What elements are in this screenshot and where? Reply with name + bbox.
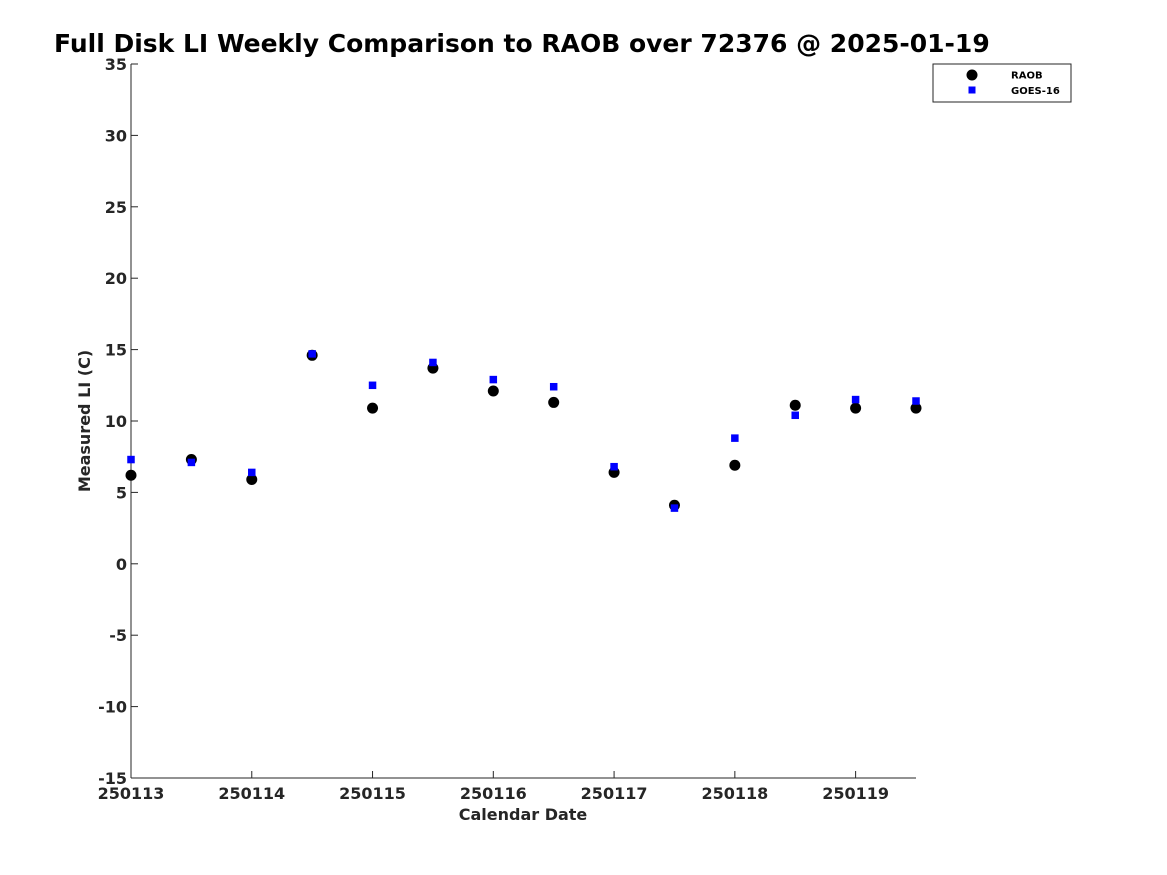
- raob-point: [367, 402, 379, 414]
- x-tick-label: 250115: [339, 784, 406, 803]
- goes16-point: [489, 375, 498, 384]
- y-axis-label: Measured LI (C): [75, 350, 94, 492]
- raob-point: [729, 459, 741, 471]
- y-tick-label: 20: [105, 269, 127, 288]
- raob-point: [789, 399, 801, 411]
- goes16-point: [851, 395, 860, 404]
- goes16-point: [670, 504, 679, 512]
- y-tick-label: 10: [105, 412, 127, 431]
- goes16-point: [610, 462, 618, 471]
- y-tick-label: 25: [105, 198, 127, 217]
- goes16-point: [248, 468, 256, 477]
- y-tick-label: 35: [105, 55, 127, 74]
- y-tick-label: 15: [105, 341, 127, 360]
- raob-point: [246, 474, 258, 486]
- goes16-point: [731, 434, 739, 442]
- goes16-point: [187, 458, 196, 467]
- x-tick-label: 250118: [701, 784, 768, 803]
- legend-raob-marker: [966, 69, 978, 81]
- x-axis-label: Calendar Date: [459, 805, 588, 824]
- raob-point: [125, 469, 137, 481]
- goes16-point: [912, 397, 920, 405]
- goes16-point: [549, 382, 558, 391]
- legend-raob-label: RAOB: [1011, 71, 1043, 82]
- chart-title: Full Disk LI Weekly Comparison to RAOB o…: [54, 29, 990, 58]
- raob-point: [487, 385, 499, 397]
- y-tick-label: 0: [116, 555, 127, 574]
- x-tick-label: 250114: [218, 784, 285, 803]
- y-tick-label: 5: [116, 483, 127, 502]
- x-tick-label: 250117: [581, 784, 648, 803]
- goes16-point: [308, 350, 316, 358]
- y-tick-label: -5: [109, 626, 127, 645]
- y-tick-label: 30: [105, 126, 127, 145]
- y-tick-label: -15: [98, 769, 127, 788]
- x-axis-ticks: 250113 250114 250115 250116 250117 250118 2501…: [98, 771, 889, 803]
- goes16-point: [791, 411, 799, 420]
- x-tick-label: 250119: [822, 784, 889, 803]
- legend-goes16-marker: [968, 86, 976, 94]
- goes16-point: [368, 381, 377, 390]
- y-axis-ticks: -15 -10 -5 0 5 10 15 20 25 30 35: [98, 55, 138, 788]
- goes16-point: [429, 358, 437, 367]
- legend-goes16-label: GOES-16: [1011, 86, 1060, 97]
- legend: RAOB GOES-16: [932, 63, 1072, 103]
- raob-point: [850, 402, 862, 414]
- raob-point: [548, 396, 560, 408]
- x-tick-label: 250113: [98, 784, 165, 803]
- x-tick-label: 250116: [460, 784, 527, 803]
- goes16-point: [127, 455, 135, 464]
- data-markers: [125, 349, 922, 512]
- legend-box: [932, 63, 1072, 103]
- raob-point: [910, 402, 922, 414]
- y-tick-label: -10: [98, 698, 127, 717]
